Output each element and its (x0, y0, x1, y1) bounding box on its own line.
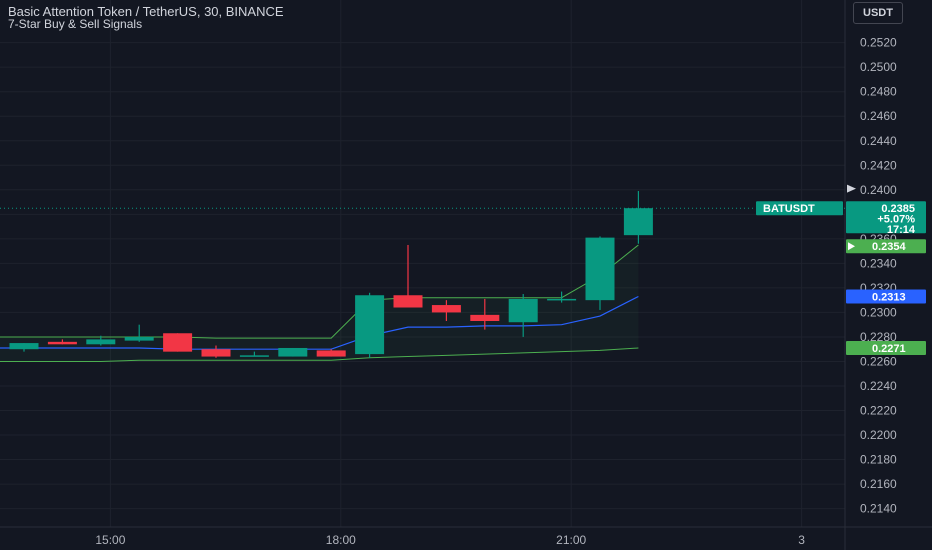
time-axis[interactable]: 15:00 18:00 21:00 3 (95, 533, 805, 547)
candle (470, 298, 500, 330)
candle-body (163, 333, 193, 352)
last-price-tag: 0.2385+5.07%17:14 (846, 201, 926, 236)
candle-body (431, 305, 461, 313)
x-tick-label: 15:00 (95, 533, 125, 547)
y-tick-label: 0.2200 (860, 428, 897, 442)
upper-band-price-tag: 0.2354 (846, 239, 926, 254)
candle-body (239, 355, 269, 357)
candle (547, 291, 577, 303)
candle (86, 335, 116, 346)
candle-body (623, 208, 653, 236)
currency-button[interactable]: USDT (853, 2, 903, 24)
last-price-value: 0.2385 (881, 203, 915, 215)
mid-band-tag-label: 0.2313 (872, 291, 906, 303)
candle-body (124, 336, 154, 341)
y-tick-label: 0.2500 (860, 60, 897, 74)
bar-countdown: 17:14 (887, 224, 916, 236)
candle-body (278, 347, 308, 357)
y-tick-label: 0.2520 (860, 36, 897, 50)
last-price-change: +5.07% (877, 214, 915, 226)
y-tick-label: 0.2460 (860, 109, 897, 123)
y-tick-label: 0.2280 (860, 330, 897, 344)
upper-band-tag-bg (846, 239, 926, 254)
y-tick-label: 0.2400 (860, 183, 897, 197)
mid-band-tag-bg (846, 289, 926, 304)
x-tick-label: 3 (798, 533, 805, 547)
band-fill (0, 244, 639, 362)
symbol-price-tag: BATUSDT (756, 201, 843, 216)
candle-body (355, 295, 385, 355)
symbol-tag-bg (756, 201, 843, 216)
candlestick-series (9, 191, 653, 358)
x-tick-label: 21:00 (556, 533, 586, 547)
candle-body (9, 343, 39, 350)
candle-body (508, 298, 538, 323)
upper-band-arrow-icon (848, 242, 855, 251)
price-axis[interactable]: 0.2520 0.2500 0.2480 0.2460 0.2440 0.2420 0.24… (860, 36, 897, 516)
y-tick-label: 0.2240 (860, 379, 897, 393)
candle-body (585, 237, 615, 301)
candle (393, 244, 423, 308)
symbol-tag-label: BATUSDT (763, 203, 815, 215)
candle-body (470, 314, 500, 321)
candle (278, 347, 308, 357)
candle (47, 339, 77, 345)
y-tick-label: 0.2440 (860, 134, 897, 148)
x-tick-label: 18:00 (326, 533, 356, 547)
candle-body (547, 298, 577, 301)
candle (124, 324, 154, 342)
y-tick-label: 0.2340 (860, 256, 897, 270)
last-tag-bg (846, 201, 926, 234)
y-tick-label: 0.2260 (860, 354, 897, 368)
lower-band-line (0, 347, 639, 362)
candle (316, 349, 346, 357)
y-tick-label: 0.2300 (860, 305, 897, 319)
candle-body (393, 295, 423, 308)
candle (355, 292, 385, 358)
y-tick-label: 0.2140 (860, 502, 897, 516)
candle (163, 333, 193, 352)
candle-body (201, 349, 231, 357)
lower-band-tag-label: 0.2271 (872, 343, 906, 355)
candle (239, 351, 269, 357)
candle-body (86, 339, 116, 345)
candle (9, 343, 39, 352)
lower-band-tag-bg (846, 340, 926, 355)
indicator-title[interactable]: 7-Star Buy & Sell Signals (8, 17, 143, 31)
y-tick-label: 0.2180 (860, 453, 897, 467)
symbol-title[interactable]: Basic Attention Token / TetherUS, 30, BI… (8, 4, 284, 19)
candle (585, 236, 615, 310)
lower-band-price-tag: 0.2271 (846, 340, 926, 355)
y-tick-label: 0.2220 (860, 404, 897, 418)
price-tags: BATUSDT 0.2385+5.07%17:14 0.2354 0.2313 0.22… (0, 184, 926, 355)
indicator-bands (0, 244, 639, 362)
candle-body (47, 341, 77, 345)
price-scale-marker-icon (847, 184, 856, 193)
candle (431, 300, 461, 321)
candle (623, 191, 653, 244)
y-tick-label: 0.2160 (860, 477, 897, 491)
y-tick-label: 0.2420 (860, 158, 897, 172)
mid-band-line (0, 295, 639, 350)
upper-band-line (0, 244, 639, 339)
y-tick-label: 0.2480 (860, 85, 897, 99)
candle (508, 294, 538, 337)
candle (201, 345, 231, 358)
mid-band-price-tag: 0.2313 (846, 289, 926, 304)
upper-band-tag-label: 0.2354 (872, 241, 907, 253)
candle-body (316, 350, 346, 357)
